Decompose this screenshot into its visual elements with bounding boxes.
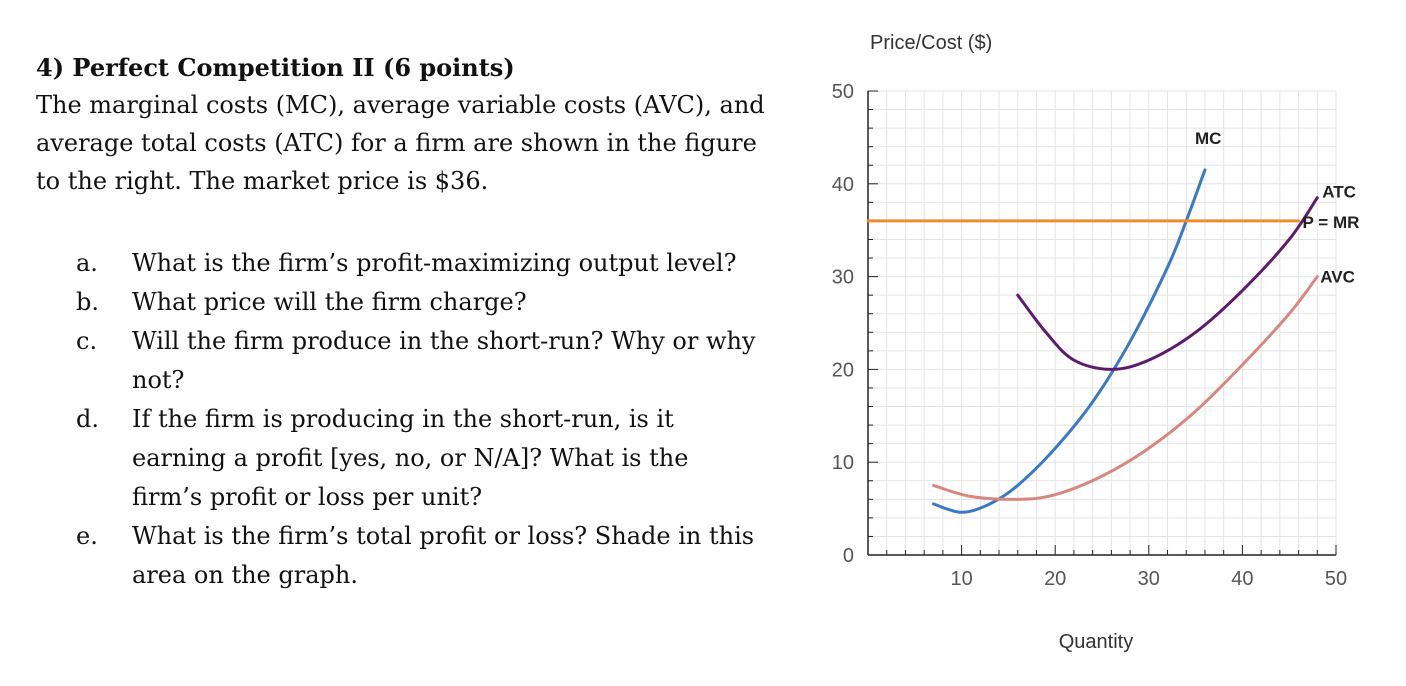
y-axis-label: Price/Cost ($) (870, 32, 992, 54)
y-tick-label: 40 (832, 174, 854, 196)
item-text: What price will the firm charge? (132, 288, 527, 316)
cost-curves-chart: Price/Cost ($) Quantity 10 20 30 40 50 0 10 20 3… (832, 32, 1360, 653)
avc-label: AVC (1320, 268, 1355, 287)
series-lines (866, 168, 1319, 514)
item-letter: a. (76, 249, 98, 277)
item-text: Will the firm produce in the short-run? … (132, 327, 756, 394)
atc-label: ATC (1322, 183, 1356, 202)
question-item: b. What price will the firm charge? (36, 283, 776, 322)
y-tick-label: 20 (832, 359, 854, 381)
item-text: What is the firm’s total profit or loss?… (132, 522, 755, 589)
item-letter: e. (76, 522, 98, 550)
y-tick-label: 30 (832, 267, 854, 289)
y-tick-label: 10 (832, 452, 854, 474)
item-letter: d. (76, 405, 99, 433)
mc-label: MC (1195, 129, 1221, 148)
y-tick-label: 50 (832, 81, 854, 103)
x-tick-label: 20 (1044, 568, 1066, 590)
series-labels: MC ATC AVC P = MR (1195, 129, 1359, 287)
x-tick-label: 50 (1325, 568, 1347, 590)
question-item: d. If the firm is producing in the short… (36, 400, 776, 517)
question-block: 4) Perfect Competition II (6 points) The… (36, 50, 776, 595)
question-title: 4) Perfect Competition II (6 points) (36, 53, 515, 82)
tick-labels: 10 20 30 40 50 0 10 20 30 40 50 (832, 81, 1347, 590)
item-text: If the firm is producing in the short-ru… (132, 405, 689, 511)
p-mr-label: P = MR (1303, 213, 1360, 232)
y-tick-label: 0 (843, 545, 854, 567)
question-item: e. What is the firm’s total profit or lo… (36, 517, 776, 595)
grid (868, 90, 1337, 555)
question-list: a. What is the firm’s profit-maximizing … (36, 244, 776, 595)
question-item: c. Will the firm produce in the short-ru… (36, 322, 776, 400)
item-letter: b. (76, 288, 99, 316)
x-tick-label: 40 (1231, 568, 1253, 590)
x-tick-label: 10 (950, 568, 972, 590)
question-item: a. What is the firm’s profit-maximizing … (36, 244, 776, 283)
item-text: What is the firm’s profit-maximizing out… (132, 249, 737, 277)
mc-curve (932, 168, 1207, 514)
x-tick-label: 30 (1138, 568, 1160, 590)
x-axis-label: Quantity (1059, 631, 1133, 653)
avc-curve (932, 275, 1319, 501)
atc-curve (1016, 196, 1319, 371)
item-letter: c. (76, 327, 98, 355)
question-intro: The marginal costs (MC), average variabl… (36, 91, 765, 195)
